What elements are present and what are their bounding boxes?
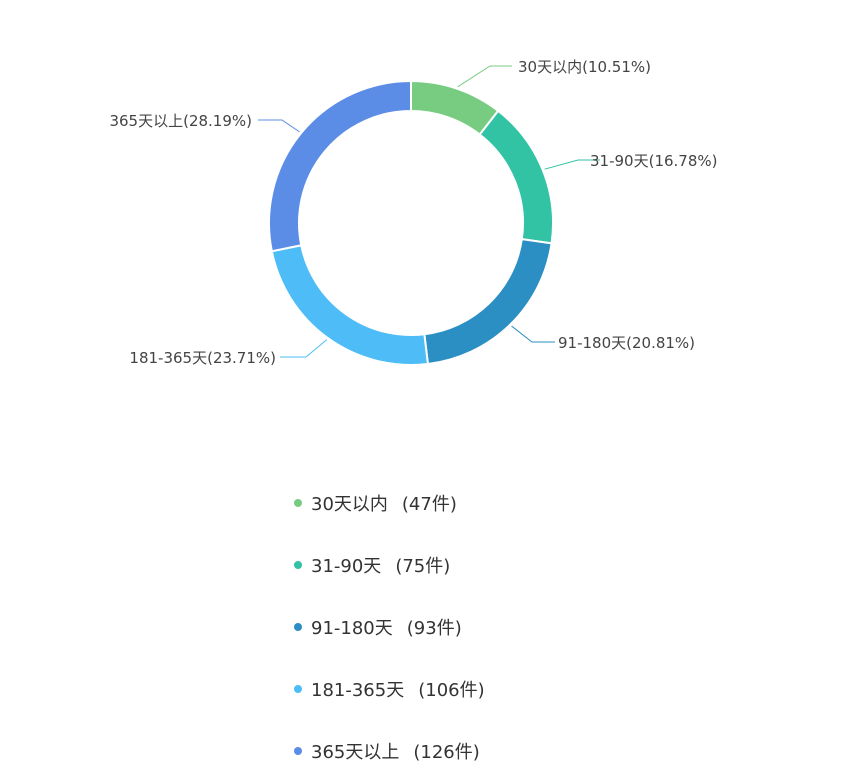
legend-count: (106件) [418, 680, 485, 701]
legend-label: 30天以内 [311, 494, 388, 515]
slice-91-180-days[interactable] [423, 237, 553, 366]
legend-label: 31-90天 [311, 556, 382, 577]
legend-dot-icon [294, 747, 302, 755]
leader-line-91-180-days [511, 325, 555, 343]
legend-dot-icon [294, 499, 302, 507]
legend-item-30-days[interactable]: 30天以内 (47件) [294, 472, 694, 534]
legend-count: (75件) [395, 556, 451, 577]
legend-label: 365天以上 [311, 742, 400, 763]
legend-count: (93件) [406, 618, 462, 639]
leader-line-31-90-days [544, 159, 600, 170]
leader-line-181-365-days [280, 339, 328, 358]
legend-item-91-180-days[interactable]: 91-180天 (93件) [294, 596, 694, 658]
chart-legend: 30天以内 (47件) 31-90天 (75件) 91-180天 (93件) 1… [294, 472, 694, 782]
donut-chart: 30天以内(10.51%) 31-90天(16.78%) 91-180天(20.81… [109, 58, 718, 367]
legend-label: 181-365天 [311, 680, 405, 701]
legend-dot-icon [294, 561, 302, 569]
legend-item-over-365-days[interactable]: 365天以上 (126件) [294, 720, 694, 782]
slice-label-31-90-days: 31-90天(16.78%) [590, 152, 718, 170]
slice-181-365-days[interactable] [270, 244, 430, 366]
legend-count: (126件) [413, 742, 480, 763]
slice-over-365-days[interactable] [268, 79, 412, 253]
legend-dot-icon [294, 623, 302, 631]
slice-label-91-180-days: 91-180天(20.81%) [558, 334, 695, 352]
leader-line-30-days [457, 65, 512, 88]
slice-label-30-days: 30天以内(10.51%) [518, 58, 651, 76]
legend-item-31-90-days[interactable]: 31-90天 (75件) [294, 534, 694, 596]
leader-line-over-365-days [258, 119, 300, 133]
slice-31-90-days[interactable] [478, 109, 554, 245]
legend-label: 91-180天 [311, 618, 393, 639]
slice-label-181-365-days: 181-365天(23.71%) [129, 349, 276, 367]
legend-dot-icon [294, 685, 302, 693]
legend-item-181-365-days[interactable]: 181-365天 (106件) [294, 658, 694, 720]
slice-label-over-365-days: 365天以上(28.19%) [109, 112, 252, 130]
legend-count: (47件) [401, 494, 457, 515]
